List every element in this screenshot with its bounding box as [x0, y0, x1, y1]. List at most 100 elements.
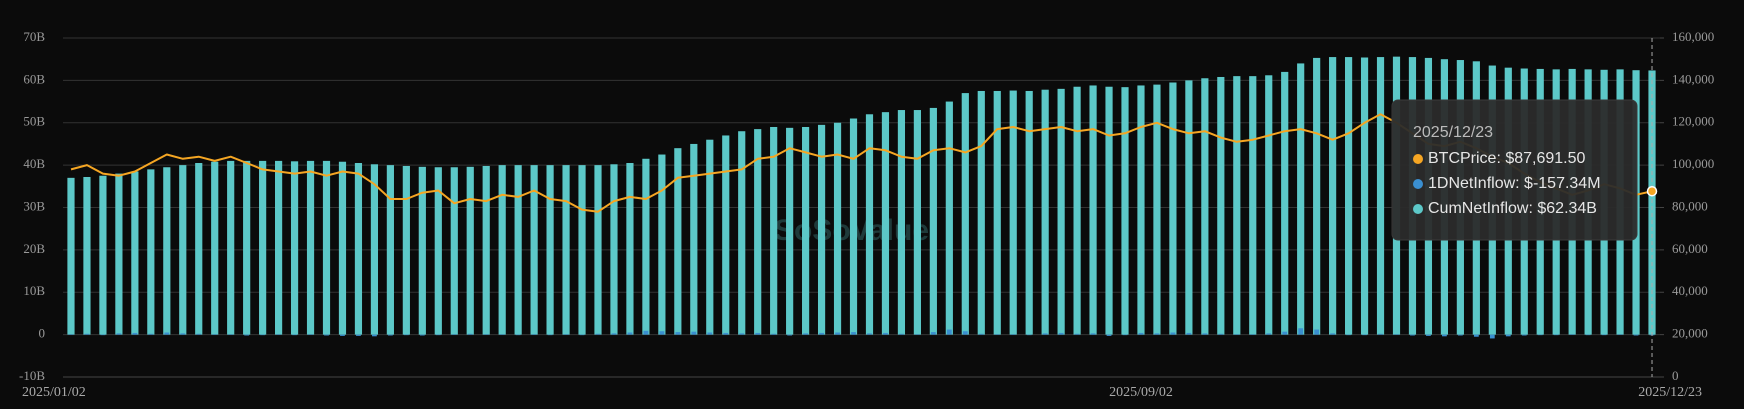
bar: [977, 90, 985, 335]
bar: [1154, 333, 1160, 335]
bar: [1553, 334, 1559, 336]
bar: [595, 333, 601, 335]
bar: [867, 333, 872, 335]
bar: [276, 334, 281, 335]
bar: [1170, 332, 1176, 335]
bar: [84, 333, 90, 335]
bar: [1281, 71, 1289, 335]
tooltip-dot: [1413, 154, 1423, 164]
bar: [881, 112, 890, 335]
bar: [387, 334, 393, 336]
tooltip-dot: [1413, 179, 1423, 189]
bar: [1282, 331, 1288, 335]
bar: [467, 333, 473, 335]
bar: [260, 334, 266, 336]
bar: [1137, 85, 1145, 335]
bar: [1344, 57, 1353, 335]
bar: [1314, 329, 1320, 335]
x-tick-label: 2025/12/23: [1638, 385, 1702, 400]
bar: [403, 334, 409, 336]
y-tick-label: 10B: [23, 283, 45, 298]
x-tick-label: 2025/09/02: [1109, 385, 1173, 400]
y2-tick-label: 60,000: [1672, 241, 1708, 256]
bar: [211, 161, 219, 335]
bar: [1569, 334, 1575, 335]
bar: [1489, 334, 1495, 339]
bar: [115, 173, 123, 335]
bar: [1090, 333, 1096, 335]
bar: [228, 334, 234, 335]
bar: [547, 334, 553, 336]
bar: [1010, 334, 1016, 335]
bar: [308, 334, 313, 335]
bar: [116, 333, 122, 335]
bar: [1249, 76, 1257, 335]
bar: [546, 165, 554, 335]
bar: [131, 171, 139, 335]
bar: [770, 126, 778, 335]
bar: [275, 160, 283, 335]
bar: [1330, 333, 1336, 335]
bar: [962, 331, 968, 335]
bar: [451, 334, 457, 335]
bar: [978, 333, 984, 335]
bar: [515, 334, 521, 336]
bar: [1122, 334, 1128, 336]
bar: [1009, 90, 1017, 335]
bar: [1217, 76, 1225, 335]
tooltip-dot: [1413, 204, 1423, 214]
bar: [482, 165, 490, 335]
bar: [1186, 332, 1192, 335]
y-tick-label: 50B: [23, 114, 45, 129]
bar: [1265, 75, 1273, 335]
bar: [386, 165, 394, 335]
bar: [83, 176, 91, 335]
bar: [1633, 334, 1639, 336]
bar: [1376, 57, 1385, 335]
bar: [738, 131, 746, 335]
bar: [1250, 334, 1256, 335]
bar: [1202, 333, 1208, 335]
bar: [370, 164, 379, 335]
bar: [1185, 80, 1193, 335]
bar: [372, 334, 377, 337]
bar: [1346, 334, 1351, 336]
bar: [147, 169, 155, 335]
bar: [68, 334, 74, 335]
bar: [914, 334, 920, 335]
bar: [1058, 332, 1064, 335]
bar: [563, 334, 569, 335]
bar: [946, 329, 952, 335]
bar: [643, 330, 649, 335]
x-tick-label: 2025/01/02: [22, 385, 86, 400]
bar: [1025, 90, 1033, 335]
bar: [1266, 333, 1272, 335]
bar: [1153, 84, 1161, 335]
bar: [402, 165, 410, 335]
bar: [579, 334, 585, 336]
y-tick-label: 30B: [23, 198, 45, 213]
y2-tick-label: 20,000: [1672, 326, 1708, 341]
bar: [340, 334, 345, 336]
y-tick-label: 40B: [23, 156, 45, 171]
bar: [930, 332, 936, 335]
bar: [292, 334, 297, 336]
tooltip-item: 1DNetInflow: $-157.34M: [1428, 175, 1601, 192]
bar: [1089, 85, 1097, 335]
bar: [1042, 333, 1048, 335]
bar: [1521, 334, 1527, 336]
bar: [195, 163, 203, 335]
bar: [723, 332, 729, 335]
bar: [1201, 78, 1209, 335]
y-tick-label: 20B: [23, 241, 45, 256]
tooltip-item: BTCPrice: $87,691.50: [1428, 150, 1586, 167]
bar: [706, 139, 714, 335]
bar: [819, 332, 824, 335]
bar: [899, 333, 904, 335]
bar: [1026, 334, 1032, 336]
bar: [259, 160, 267, 335]
bar: [1041, 89, 1049, 335]
bar: [324, 334, 329, 336]
bar: [1329, 57, 1337, 335]
